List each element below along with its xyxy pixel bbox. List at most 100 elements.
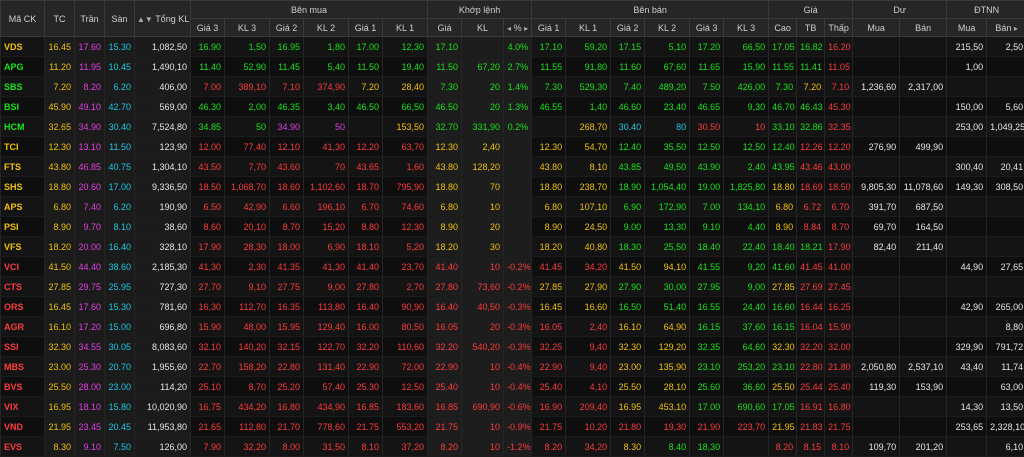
buy-price1-cell[interactable]: 21.75 <box>349 417 383 437</box>
ceiling-price-cell[interactable]: 18.10 <box>75 397 105 417</box>
match-price-cell[interactable]: 27.80 <box>428 277 462 297</box>
ref-price-cell[interactable]: 23.00 <box>45 357 75 377</box>
foreign-sell-cell[interactable]: 63,00 <box>987 377 1024 397</box>
col-buy-price1[interactable]: Giá 1 <box>349 19 383 37</box>
du-sell-cell[interactable]: 201,20 <box>900 437 947 457</box>
buy-price2-cell[interactable]: 6.60 <box>270 197 304 217</box>
sell-vol1-cell[interactable]: 9,40 <box>566 357 611 377</box>
foreign-buy-cell[interactable] <box>947 197 987 217</box>
ceiling-price-cell[interactable]: 9.70 <box>75 217 105 237</box>
du-sell-cell[interactable] <box>900 337 947 357</box>
buy-vol2-cell[interactable]: 57,40 <box>304 377 349 397</box>
col-sell-price2[interactable]: Giá 2 <box>611 19 645 37</box>
sell-vol3-cell[interactable]: 1,825,80 <box>724 177 769 197</box>
buy-vol3-cell[interactable]: 77,40 <box>225 137 270 157</box>
sell-price3-cell[interactable]: 16.55 <box>690 297 724 317</box>
avg-cell[interactable]: 16.44 <box>797 297 825 317</box>
match-vol-cell[interactable]: 40,50 <box>462 297 504 317</box>
avg-cell[interactable]: 21.83 <box>797 417 825 437</box>
sell-vol3-cell[interactable]: 36,60 <box>724 377 769 397</box>
foreign-sell-cell[interactable] <box>987 197 1024 217</box>
match-pct-cell[interactable]: -0.4% <box>504 377 532 397</box>
buy-price2-cell[interactable]: 32.15 <box>270 337 304 357</box>
total-volume-cell[interactable]: 10,020,90 <box>135 397 191 417</box>
sell-price3-cell[interactable]: 7.50 <box>690 77 724 97</box>
sell-price1-cell[interactable]: 18.20 <box>532 237 566 257</box>
du-sell-cell[interactable]: 2,317,00 <box>900 77 947 97</box>
buy-vol1-cell[interactable]: 5,20 <box>383 237 428 257</box>
sell-vol2-cell[interactable]: 19,30 <box>645 417 690 437</box>
total-volume-cell[interactable]: 328,10 <box>135 237 191 257</box>
du-sell-cell[interactable] <box>900 37 947 57</box>
sell-vol3-cell[interactable]: 37,60 <box>724 317 769 337</box>
du-buy-cell[interactable] <box>853 317 900 337</box>
match-vol-cell[interactable]: 10 <box>462 377 504 397</box>
foreign-sell-cell[interactable] <box>987 57 1024 77</box>
sell-price2-cell[interactable]: 6.90 <box>611 197 645 217</box>
sell-price3-cell[interactable]: 32.35 <box>690 337 724 357</box>
sell-vol3-cell[interactable]: 12,50 <box>724 137 769 157</box>
buy-price3-cell[interactable]: 7.00 <box>191 77 225 97</box>
low-cell[interactable]: 45.30 <box>825 97 853 117</box>
buy-price1-cell[interactable]: 46.50 <box>349 97 383 117</box>
buy-price1-cell[interactable]: 22.90 <box>349 357 383 377</box>
buy-price1-cell[interactable]: 6.70 <box>349 197 383 217</box>
ref-price-cell[interactable]: 11.20 <box>45 57 75 77</box>
sell-vol2-cell[interactable]: 13,30 <box>645 217 690 237</box>
total-volume-cell[interactable]: 727,30 <box>135 277 191 297</box>
buy-vol1-cell[interactable]: 12,50 <box>383 377 428 397</box>
match-vol-cell[interactable]: 20 <box>462 77 504 97</box>
buy-price3-cell[interactable]: 8.60 <box>191 217 225 237</box>
sell-vol2-cell[interactable]: 28,10 <box>645 377 690 397</box>
match-price-cell[interactable]: 18.20 <box>428 237 462 257</box>
total-volume-cell[interactable]: 126,00 <box>135 437 191 457</box>
buy-price2-cell[interactable]: 11.45 <box>270 57 304 77</box>
buy-price3-cell[interactable]: 11.40 <box>191 57 225 77</box>
du-sell-cell[interactable]: 211,40 <box>900 237 947 257</box>
sort-icon[interactable]: ▲▼ <box>137 15 153 24</box>
match-vol-cell[interactable]: 331,90 <box>462 117 504 137</box>
high-cell[interactable]: 27.85 <box>769 277 797 297</box>
buy-vol1-cell[interactable]: 63,70 <box>383 137 428 157</box>
buy-vol3-cell[interactable]: 7,70 <box>225 157 270 177</box>
foreign-buy-cell[interactable]: 300,40 <box>947 157 987 177</box>
buy-price2-cell[interactable]: 25.20 <box>270 377 304 397</box>
col-total-volume[interactable]: ▲▼ Tổng KL <box>135 1 191 37</box>
foreign-sell-cell[interactable]: 2,50 <box>987 37 1024 57</box>
foreign-buy-cell[interactable] <box>947 437 987 457</box>
buy-vol2-cell[interactable]: 778,60 <box>304 417 349 437</box>
sell-vol3-cell[interactable]: 9,20 <box>724 257 769 277</box>
ceiling-price-cell[interactable]: 17.60 <box>75 37 105 57</box>
avg-cell[interactable]: 22.80 <box>797 357 825 377</box>
buy-price3-cell[interactable]: 46.30 <box>191 97 225 117</box>
total-volume-cell[interactable]: 2,185,30 <box>135 257 191 277</box>
avg-cell[interactable]: 12.26 <box>797 137 825 157</box>
sell-vol1-cell[interactable]: 2,40 <box>566 317 611 337</box>
sell-price2-cell[interactable]: 27.90 <box>611 277 645 297</box>
buy-price2-cell[interactable]: 8.00 <box>270 437 304 457</box>
buy-price1-cell[interactable]: 12.20 <box>349 137 383 157</box>
buy-vol1-cell[interactable]: 553,20 <box>383 417 428 437</box>
total-volume-cell[interactable]: 114,20 <box>135 377 191 397</box>
ref-price-cell[interactable]: 12.30 <box>45 137 75 157</box>
sell-vol2-cell[interactable]: 51,40 <box>645 297 690 317</box>
match-pct-cell[interactable]: -0.4% <box>504 357 532 377</box>
sell-vol1-cell[interactable]: 40,80 <box>566 237 611 257</box>
total-volume-cell[interactable]: 123,90 <box>135 137 191 157</box>
du-sell-cell[interactable] <box>900 257 947 277</box>
sell-vol1-cell[interactable]: 268,70 <box>566 117 611 137</box>
sell-vol3-cell[interactable] <box>724 437 769 457</box>
high-cell[interactable]: 32.30 <box>769 337 797 357</box>
buy-price1-cell[interactable]: 16.85 <box>349 397 383 417</box>
ceiling-price-cell[interactable]: 49.10 <box>75 97 105 117</box>
sell-price2-cell[interactable]: 12.40 <box>611 137 645 157</box>
sell-price1-cell[interactable]: 21.75 <box>532 417 566 437</box>
buy-vol1-cell[interactable]: 183,60 <box>383 397 428 417</box>
low-cell[interactable]: 21.75 <box>825 417 853 437</box>
